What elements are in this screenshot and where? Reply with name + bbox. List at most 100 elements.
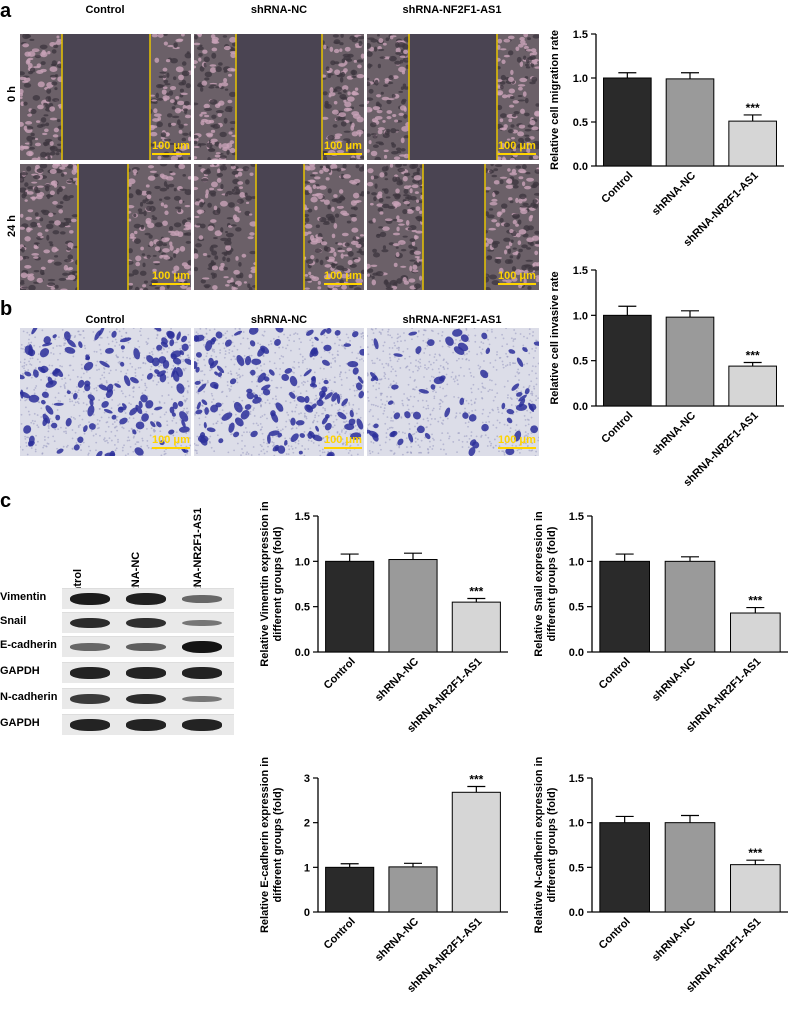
scale-bar-line <box>498 283 536 285</box>
y-tick-label: 1.5 <box>295 511 310 523</box>
column-label-kd-a: shRNA-NF2F1-AS1 <box>402 4 502 16</box>
blot-band <box>182 667 222 679</box>
bar <box>325 866 375 913</box>
x-tick-label: shRNA-NC <box>650 170 698 218</box>
x-tick-label: shRNA-NC <box>650 410 698 458</box>
blot-band <box>70 617 110 629</box>
y-tick-label: 1.5 <box>569 511 584 523</box>
blot-band <box>126 693 166 705</box>
blot-band <box>126 643 166 651</box>
x-tick-label: Control <box>599 170 635 206</box>
row-label-24h: 24 h <box>6 215 18 238</box>
scale-bar-label: 100 μm <box>324 270 362 282</box>
transwell-image-kd <box>367 328 539 456</box>
bar <box>665 316 715 407</box>
blot-band <box>182 695 222 703</box>
scale-bar-label: 100 μm <box>324 434 362 446</box>
y-tick-label: 1.5 <box>573 265 588 277</box>
bar <box>325 560 375 653</box>
y-tick-label: 3 <box>304 773 310 785</box>
y-axis-label: different groups (fold) <box>272 787 284 902</box>
scale-bar-line <box>498 447 536 449</box>
scale-bar: 100 μm <box>324 434 362 449</box>
bar <box>664 822 716 913</box>
y-tick-label: 0.5 <box>573 356 588 368</box>
y-axis-label: Relative Vimentin expression in <box>259 501 271 667</box>
y-axis-label: Relative N-cadherin expression in <box>533 756 545 933</box>
x-tick-label: Control <box>599 410 635 446</box>
chart-migration: 0.0 0.5 1.0 1.5 Control shRNA-NC *** shRNA-NR2F… <box>544 28 800 264</box>
y-tick-label: 0.5 <box>573 117 588 129</box>
scale-bar-line <box>152 283 190 285</box>
x-tick-label: Control <box>322 656 358 692</box>
y-axis-label: Relative E-cadherin expression in <box>259 757 271 933</box>
bar <box>388 866 438 913</box>
scale-bar-label: 100 μm <box>152 270 190 282</box>
blot-strip <box>62 588 234 609</box>
wound-image-nc-24h <box>194 164 364 290</box>
blot-strip <box>62 636 234 657</box>
blot-band <box>182 641 222 653</box>
bar <box>728 120 777 167</box>
column-label-kd-b: shRNA-NF2F1-AS1 <box>402 314 502 326</box>
column-label-control-b: Control <box>85 314 125 326</box>
scale-bar: 100 μm <box>152 140 190 155</box>
panel-letter-b: b <box>0 298 13 320</box>
scale-bar-line <box>324 447 362 449</box>
y-tick-label: 0.0 <box>295 647 310 659</box>
y-tick-label: 1.5 <box>573 29 588 41</box>
chart-vimentin: 0.0 0.5 1.0 1.5 Control shRNA-NC *** shRNA-NR2F… <box>256 501 516 776</box>
blot-label: E-cadherin <box>0 639 57 651</box>
scale-bar: 100 μm <box>324 140 362 155</box>
bar <box>730 864 781 913</box>
y-tick-label: 1.0 <box>569 556 584 568</box>
blot-band <box>70 694 110 704</box>
bar <box>599 560 650 653</box>
blot-band <box>126 617 166 629</box>
y-tick-label: 1.0 <box>295 556 310 568</box>
wound-image-kd-0h <box>367 34 539 160</box>
blot-strip <box>62 662 234 683</box>
x-tick-label: Control <box>597 656 633 692</box>
scale-bar: 100 μm <box>498 140 536 155</box>
blot-band <box>182 595 222 603</box>
scale-bar-label: 100 μm <box>498 140 536 152</box>
significance-label: *** <box>748 846 762 860</box>
bar <box>451 601 501 653</box>
y-tick-label: 1.0 <box>573 73 588 85</box>
row-label-0h: 0 h <box>6 86 18 102</box>
blot-band <box>182 619 222 627</box>
bar <box>728 365 777 407</box>
scale-bar-line <box>324 283 362 285</box>
wound-image-kd-24h <box>367 164 539 290</box>
y-tick-label: 1.0 <box>569 818 584 830</box>
y-axis-label: Relative cell migration rate <box>549 30 561 170</box>
significance-label: *** <box>746 101 760 115</box>
transwell-image-control <box>20 328 191 456</box>
blot-strip <box>62 714 234 735</box>
blot-label: GAPDH <box>0 717 40 729</box>
chart-ncadherin: 0.0 0.5 1.0 1.5 Control shRNA-NC *** shRNA-NR2F… <box>530 756 800 1010</box>
x-tick-label: Control <box>322 916 358 952</box>
column-label-nc-b: shRNA-NC <box>250 314 308 326</box>
y-tick-label: 0.0 <box>573 401 588 413</box>
bar <box>603 77 652 167</box>
scale-bar-line <box>152 447 190 449</box>
significance-label: *** <box>746 348 760 362</box>
blot-band <box>70 667 110 679</box>
x-tick-label: shRNA-NC <box>373 916 421 964</box>
blot-strip <box>62 612 234 633</box>
scale-bar-line <box>152 153 190 155</box>
y-axis-label: different groups (fold) <box>272 526 284 641</box>
y-axis-label: different groups (fold) <box>546 787 558 902</box>
x-tick-label: shRNA-NC <box>373 656 421 704</box>
blot-band <box>126 667 166 679</box>
scale-bar: 100 μm <box>498 434 536 449</box>
bar <box>599 822 650 913</box>
y-axis-label: different groups (fold) <box>546 526 558 641</box>
significance-label: *** <box>469 772 483 786</box>
wound-image-control-0h <box>20 34 191 160</box>
bar <box>730 612 781 653</box>
scale-bar-label: 100 μm <box>498 270 536 282</box>
chart-invasion: 0.0 0.5 1.0 1.5 Control shRNA-NC *** shRNA-NR2F… <box>544 262 800 498</box>
